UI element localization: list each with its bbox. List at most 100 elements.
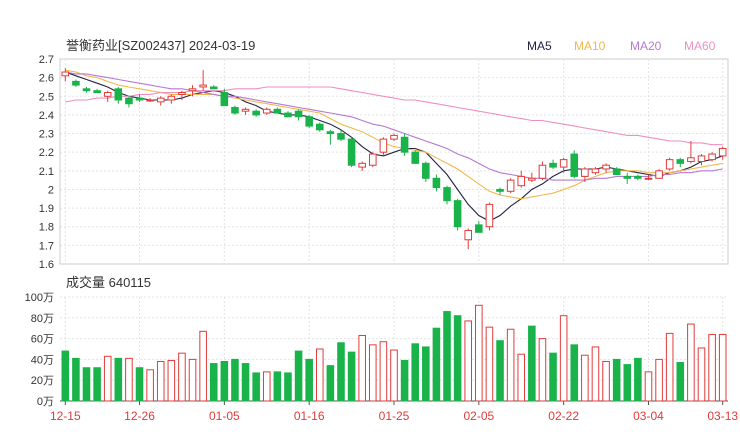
candle-body (506, 179, 515, 192)
legend-ma60: MA60 (684, 39, 716, 53)
candle (315, 122, 324, 132)
candle-body (199, 84, 207, 88)
volume-bar (125, 357, 133, 402)
candle-body (665, 159, 674, 170)
candle-body (676, 159, 685, 164)
candle-body (231, 106, 239, 114)
candle-body (485, 203, 494, 228)
candle (570, 150, 579, 179)
volume-bar (114, 357, 123, 402)
candle-body (284, 112, 292, 118)
volume-bar (315, 348, 324, 402)
candle (103, 90, 112, 102)
volume-bar (528, 325, 536, 402)
volume-bar (485, 326, 494, 402)
candle (241, 107, 250, 115)
candle (559, 157, 568, 173)
volume-bar (623, 364, 632, 402)
volume-bar (156, 360, 165, 402)
volume-bar (676, 362, 685, 402)
candle (347, 137, 356, 168)
volume-bar (209, 363, 218, 402)
candle-body (528, 177, 536, 181)
volume-bar (220, 360, 229, 402)
candle-body (252, 110, 260, 116)
volume-tick-label: 60万 (31, 334, 54, 346)
date-tick-label: 12-26 (124, 409, 155, 423)
candle-body (103, 92, 112, 97)
candle (379, 137, 388, 156)
candle-body (156, 97, 165, 103)
price-tick-label: 1.7 (39, 240, 54, 252)
candle (400, 133, 409, 156)
candle (687, 141, 695, 164)
candle (422, 161, 430, 182)
date-tick-label: 01-05 (209, 409, 240, 423)
volume-bar (82, 367, 91, 402)
volume-bar (93, 367, 101, 402)
candle (231, 105, 239, 115)
candle (718, 146, 727, 160)
candle-body (687, 157, 695, 162)
candle (61, 68, 70, 82)
legend-ma10: MA10 (574, 39, 606, 53)
legend-ma20: MA20 (630, 39, 662, 53)
price-tick-label: 1.9 (39, 203, 54, 215)
price-tick-label: 2.5 (39, 91, 54, 103)
price-frame (59, 58, 729, 265)
volume-title: 成交量 640115 (66, 275, 151, 290)
volume-bar (379, 341, 388, 402)
candle-body (125, 97, 133, 105)
volume-bar (326, 365, 335, 402)
candle-body (262, 108, 271, 114)
candle (602, 163, 610, 173)
candle (475, 221, 483, 233)
volume-bars (61, 304, 727, 402)
candle (199, 70, 207, 91)
date-axis: 12-15 12-26 01-05 01-16 01-25 02-05 02-22 03-04… (50, 401, 738, 423)
candle-body (602, 164, 610, 170)
candle-body (369, 153, 377, 166)
candle-body (496, 188, 504, 192)
volume-bar (178, 352, 186, 402)
candle-body (475, 224, 483, 233)
candle (135, 94, 144, 102)
candle-body (294, 110, 303, 118)
volume-bar (602, 360, 610, 402)
candle-body (411, 151, 419, 164)
candle (453, 198, 462, 231)
price-tick-label: 2 (48, 184, 54, 196)
candle-body (570, 153, 579, 177)
candle-body (623, 175, 632, 179)
volume-bar (294, 350, 303, 402)
candle-body (708, 153, 716, 161)
volume-bar (559, 315, 568, 402)
candle (125, 96, 133, 108)
volume-bar (241, 363, 250, 402)
candle (528, 172, 536, 182)
volume-bar (453, 315, 462, 402)
volume-tick-label: 80万 (31, 313, 54, 325)
candle (114, 86, 123, 104)
candle-body (326, 131, 335, 135)
candle-body (517, 175, 526, 187)
volume-bar (262, 371, 271, 402)
candle (337, 129, 345, 141)
candle (517, 170, 526, 188)
price-tick-label: 1.6 (39, 259, 54, 271)
candle (146, 98, 154, 102)
candle (167, 94, 176, 104)
candle-body (220, 92, 229, 107)
candle (305, 114, 313, 128)
candle (390, 133, 398, 141)
candle (262, 107, 271, 115)
volume-bar (432, 327, 441, 402)
price-tick-label: 2.3 (39, 129, 54, 141)
volume-bar (273, 371, 282, 402)
candle-body (72, 80, 80, 86)
candle-body (273, 108, 282, 114)
candle (188, 85, 197, 97)
candle (549, 159, 557, 169)
